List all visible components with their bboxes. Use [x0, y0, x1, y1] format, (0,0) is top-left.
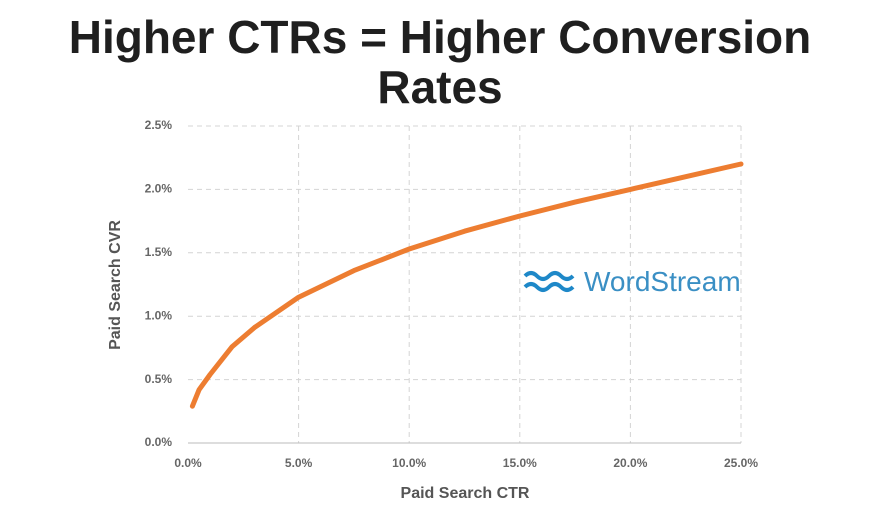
y-axis-title: Paid Search CVR: [107, 220, 124, 350]
x-tick-label: 25.0%: [724, 456, 758, 470]
x-tick-label: 20.0%: [613, 456, 647, 470]
y-tick-label: 1.0%: [145, 308, 173, 322]
x-tick-label: 5.0%: [285, 456, 313, 470]
x-axis-title: Paid Search CTR: [401, 485, 530, 502]
y-tick-label: 1.5%: [145, 245, 173, 259]
logo-text: WordStream: [584, 266, 741, 297]
logo-wave: [523, 271, 575, 281]
cvr-line: [189, 161, 744, 409]
y-tick-label: 2.0%: [145, 182, 173, 196]
chart-title: Higher CTRs = Higher Conversion Rates: [68, 11, 812, 113]
x-tick-label: 0.0%: [174, 456, 202, 470]
y-tick-label: 0.0%: [145, 435, 173, 449]
y-tick-label: 2.5%: [145, 118, 173, 132]
logo-wave: [523, 282, 575, 292]
x-tick-label: 15.0%: [503, 456, 537, 470]
logo: WordStream: [523, 266, 741, 297]
y-tick-label: 0.5%: [145, 372, 173, 386]
x-tick-label: 10.0%: [392, 456, 426, 470]
